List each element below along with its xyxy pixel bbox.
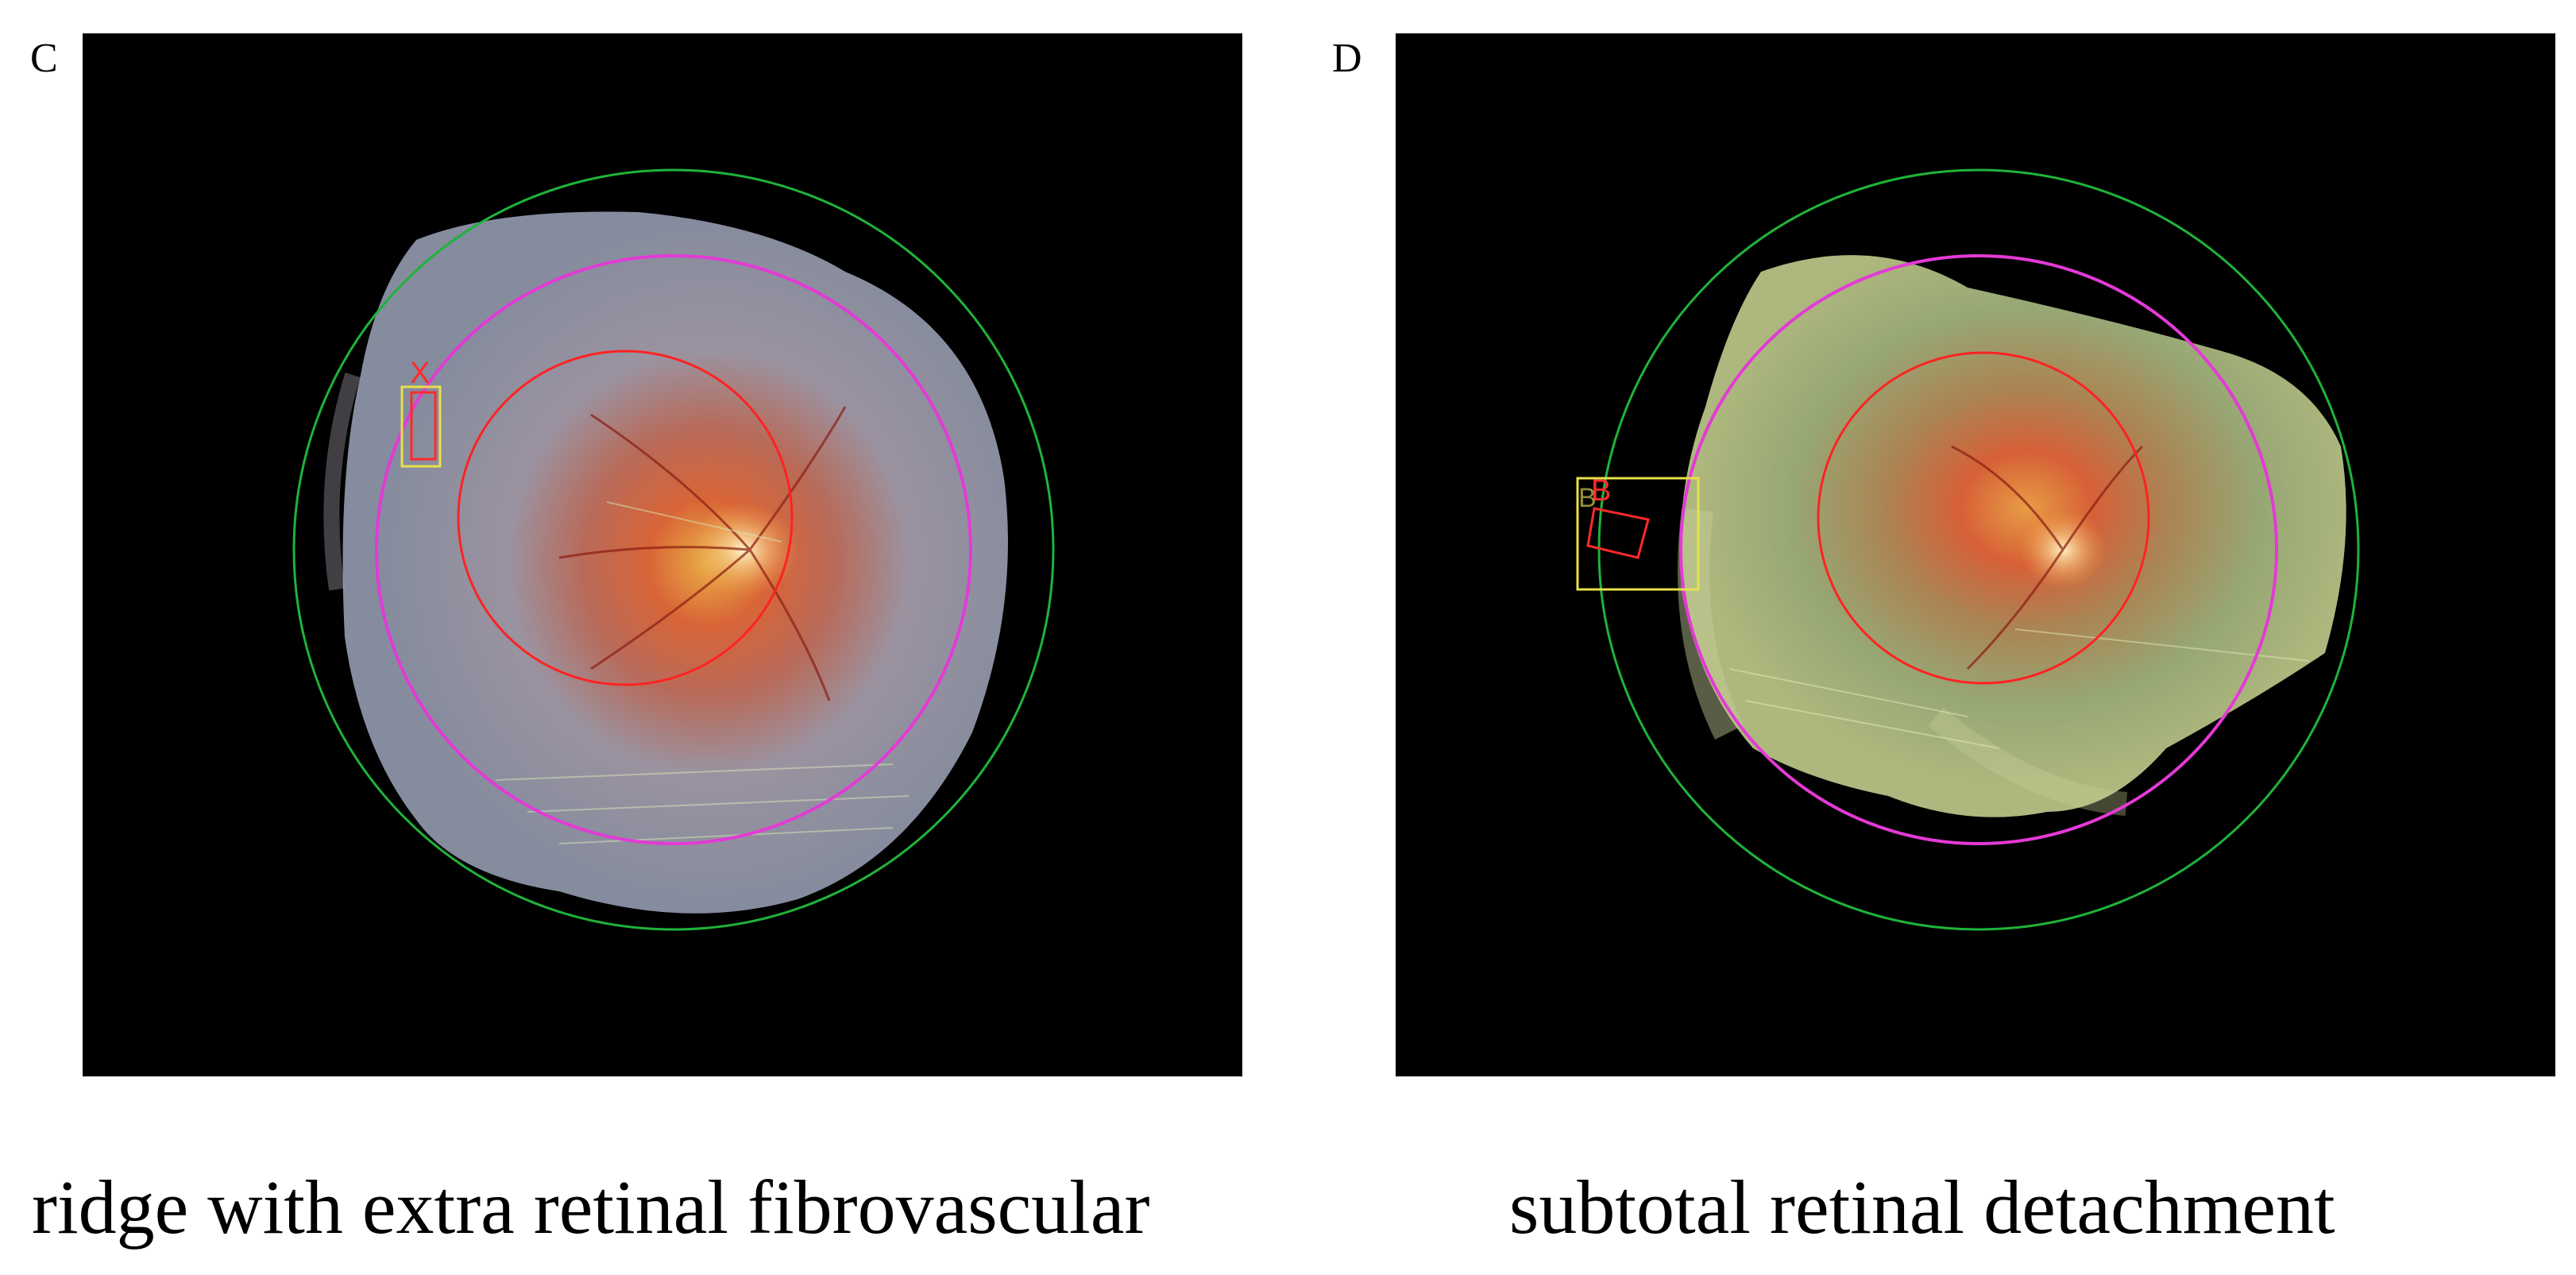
fundus-image-d: B B <box>1396 33 2555 1076</box>
vessels-c <box>558 406 847 701</box>
annotation-box-outer-c <box>400 385 442 468</box>
annotation-label-x: X <box>410 357 430 390</box>
stitch-lines-d <box>1728 628 2310 749</box>
fundus-composite-c: X <box>292 168 1055 931</box>
outer-ring-d <box>1597 168 2360 931</box>
annotation-label-b-yellow: B <box>1578 483 1597 513</box>
panel-letter-d: D <box>1332 36 1362 81</box>
fundus-image-c: X <box>83 33 1242 1076</box>
fundus-composite-d: B B <box>1576 168 2360 931</box>
middle-ring-c <box>375 254 972 845</box>
annotation-label-b-red: B <box>1591 474 1611 508</box>
panel-letter-c: C <box>30 36 58 81</box>
annotation-box-outer-d <box>1576 477 1700 591</box>
middle-ring-d <box>1679 254 2278 845</box>
stitch-lines-c <box>495 501 910 844</box>
outer-ring-c <box>292 168 1055 931</box>
retina-mosaic-c <box>342 211 1008 914</box>
annotation-box-inner-c <box>410 391 437 461</box>
caption-c: ridge with extra retinal fibrovascular <box>32 1165 1150 1250</box>
retina-mosaic-d <box>1680 255 2346 817</box>
caption-d: subtotal retinal detachment <box>1509 1165 2335 1250</box>
inner-ring-c <box>457 350 794 686</box>
annotation-box-inner-d <box>1586 507 1650 559</box>
inner-ring-d <box>1817 351 2150 685</box>
